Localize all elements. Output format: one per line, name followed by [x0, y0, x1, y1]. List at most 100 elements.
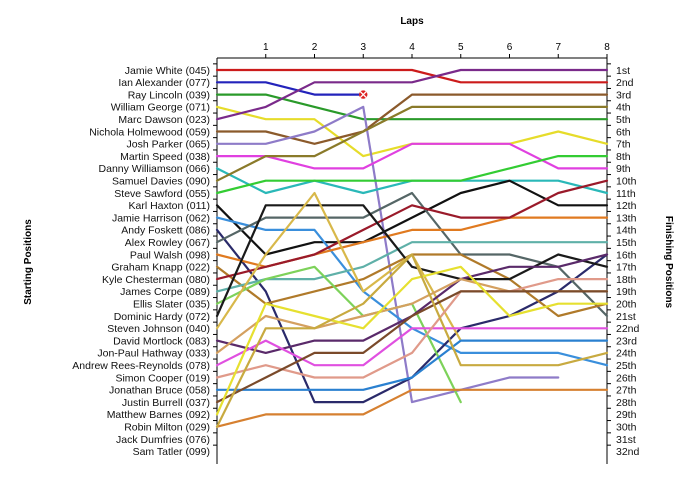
finishing-label: 31st	[616, 434, 636, 446]
finishing-label: 13th	[616, 212, 637, 224]
starting-label: Jack Dumfries (076)	[116, 434, 210, 446]
finishing-label: 5th	[616, 114, 631, 126]
retired-marker-cross	[359, 91, 367, 99]
driver-position-line	[215, 253, 609, 428]
driver-position-line	[215, 155, 609, 195]
lap-tick-label: 7	[555, 42, 561, 53]
starting-label: Dominic Hardy (072)	[114, 311, 210, 323]
starting-label: Martin Speed (038)	[120, 151, 210, 163]
starting-label: Karl Haxton (011)	[128, 200, 210, 212]
starting-label: Paul Walsh (098)	[130, 249, 210, 261]
starting-label: William George (071)	[111, 102, 210, 114]
driver-position-line	[215, 265, 609, 416]
finishing-label: 19th	[616, 286, 637, 298]
starting-label: Sam Tatler (099)	[133, 446, 210, 458]
starting-label: Steven Johnson (040)	[107, 323, 210, 335]
finishing-label: 8th	[616, 151, 631, 163]
driver-position-line	[215, 68, 609, 121]
axes: 1 2 3 4 5 6 7 8	[213, 42, 611, 464]
finishing-label: 32nd	[616, 446, 640, 458]
finishing-label: 15th	[616, 237, 637, 249]
finishing-label: 29th	[616, 409, 637, 421]
starting-label: Josh Parker (065)	[127, 139, 210, 151]
starting-label: Alex Rowley (067)	[125, 237, 210, 249]
starting-label: Nichola Holmewood (059)	[89, 126, 210, 138]
finishing-label: 26th	[616, 372, 637, 384]
driver-position-line	[215, 191, 462, 342]
driver-position-line	[215, 339, 609, 391]
finishing-label: 21st	[616, 311, 636, 323]
starting-label: David Mortlock (083)	[113, 335, 210, 347]
starting-label: Matthew Barnes (092)	[107, 409, 210, 421]
starting-label: Marc Dawson (023)	[118, 114, 210, 126]
finishing-label: 24th	[616, 348, 637, 360]
driver-position-line	[215, 105, 609, 158]
driver-position-line	[215, 105, 609, 182]
driver-position-line	[215, 68, 609, 84]
starting-label: Jonathan Bruce (058)	[109, 385, 210, 397]
finishing-label: 17th	[616, 262, 637, 274]
starting-label: Ian Alexander (077)	[118, 77, 210, 89]
finishing-label: 18th	[616, 274, 637, 286]
driver-position-line	[215, 93, 609, 145]
lap-tick-label: 4	[409, 42, 415, 53]
finishing-label: 10th	[616, 176, 637, 188]
finishing-label: 9th	[616, 163, 631, 175]
finishing-label: 22nd	[616, 323, 640, 335]
lap-tick-label: 8	[604, 42, 610, 53]
finishing-label: 30th	[616, 422, 637, 434]
finishing-label: 12th	[616, 200, 637, 212]
retired-marker	[359, 90, 368, 99]
finishing-position-labels: 1st2nd3rd4th5th6th7th8th9th10th11th12th1…	[616, 65, 640, 458]
starting-label: Jamie Harrison (062)	[112, 212, 210, 224]
starting-label: James Corpe (089)	[120, 286, 210, 298]
lap-tick-label: 3	[360, 42, 366, 53]
starting-label: Andy Foskett (086)	[121, 225, 210, 237]
lap-tick-label: 1	[263, 42, 269, 53]
starting-label: Jamie White (045)	[125, 65, 210, 77]
starting-label: Andrew Rees-Reynolds (078)	[72, 360, 210, 372]
driver-position-line	[215, 388, 609, 428]
lap-tick-label: 5	[458, 42, 464, 53]
finishing-label: 2nd	[616, 77, 634, 89]
right-axis-title: Finishing Positions	[663, 216, 674, 309]
finishing-label: 20th	[616, 299, 637, 311]
finishing-label: 4th	[616, 102, 631, 114]
lap-tick-label: 6	[507, 42, 513, 53]
starting-position-labels: Jamie White (045)Ian Alexander (077)Ray …	[72, 65, 210, 458]
starting-label: Robin Milton (029)	[124, 422, 210, 434]
starting-label: Steve Sawford (055)	[114, 188, 210, 200]
starting-label: Kyle Chesterman (080)	[102, 274, 210, 286]
driver-position-line	[215, 327, 609, 367]
starting-label: Jon-Paul Hathway (033)	[97, 348, 210, 360]
driver-position-line	[215, 179, 609, 281]
starting-label: Samuel Davies (090)	[112, 176, 210, 188]
driver-position-line	[215, 204, 609, 318]
driver-position-line	[215, 241, 609, 293]
starting-label: Simon Cooper (019)	[115, 372, 210, 384]
position-lines	[215, 68, 609, 428]
finishing-label: 28th	[616, 397, 637, 409]
finishing-label: 11th	[616, 188, 636, 200]
starting-label: Justin Burrell (037)	[122, 397, 210, 409]
finishing-label: 25th	[616, 360, 637, 372]
driver-position-line	[215, 265, 462, 404]
lap-tick-label: 2	[312, 42, 318, 53]
x-axis-title: Laps	[400, 16, 424, 27]
finishing-label: 14th	[616, 225, 637, 237]
finishing-label: 27th	[616, 385, 637, 397]
left-axis-title: Starting Positions	[23, 219, 34, 305]
starting-label: Ellis Slater (035)	[133, 299, 210, 311]
starting-label: Danny Williamson (066)	[99, 163, 210, 175]
starting-label: Ray Lincoln (039)	[128, 89, 210, 101]
finishing-label: 16th	[616, 249, 637, 261]
driver-position-line	[215, 81, 365, 96]
finishing-label: 6th	[616, 126, 631, 138]
finishing-label: 1st	[616, 65, 630, 77]
driver-position-line	[215, 290, 609, 404]
finishing-label: 7th	[616, 139, 631, 151]
driver-position-line	[215, 179, 609, 256]
finishing-label: 3rd	[616, 89, 631, 101]
finishing-label: 23rd	[616, 335, 637, 347]
